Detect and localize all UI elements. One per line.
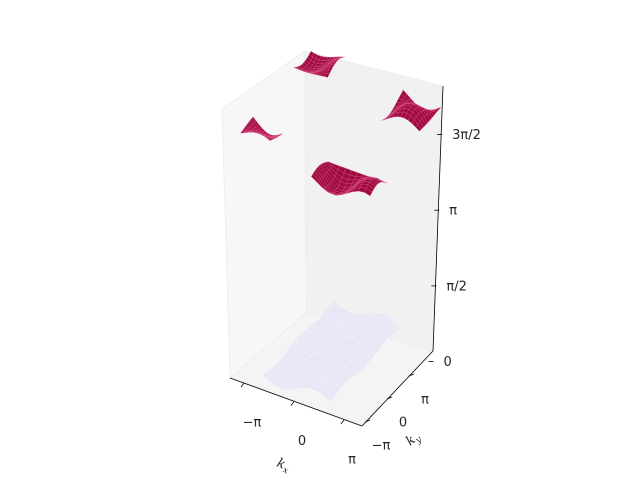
y-tick-label: −π [372, 439, 391, 454]
surface-patch [311, 161, 388, 197]
x-tick-label: 0 [298, 434, 306, 449]
y-tick-label: 0 [399, 416, 407, 431]
z-tick-label: 3π/2 [452, 128, 481, 143]
y-tick [408, 373, 415, 377]
surface-patch [263, 300, 401, 402]
y-tick [364, 419, 371, 423]
x-tick [290, 401, 295, 406]
surface-patch [381, 89, 442, 132]
surface-patch [293, 51, 345, 78]
x-tick [240, 382, 245, 388]
x-tick-label: −π [243, 416, 262, 431]
z-tick-label: 0 [444, 355, 452, 370]
y-axis-label: ky [403, 429, 424, 451]
x-tick-label: π [348, 453, 356, 468]
surfaces-layer [240, 51, 442, 402]
y-tick [386, 396, 393, 400]
y-axis-line [361, 350, 434, 427]
z-tick-label: π/2 [446, 279, 466, 294]
z-axis-line [432, 85, 444, 352]
surface-patch [240, 116, 283, 141]
pane-back [304, 50, 444, 352]
z-tick-label: π [449, 204, 457, 219]
y-tick-label: π [421, 393, 429, 408]
x-axis-line [229, 377, 363, 427]
x-axis-label: kx [274, 456, 292, 477]
x-tick [340, 419, 345, 425]
